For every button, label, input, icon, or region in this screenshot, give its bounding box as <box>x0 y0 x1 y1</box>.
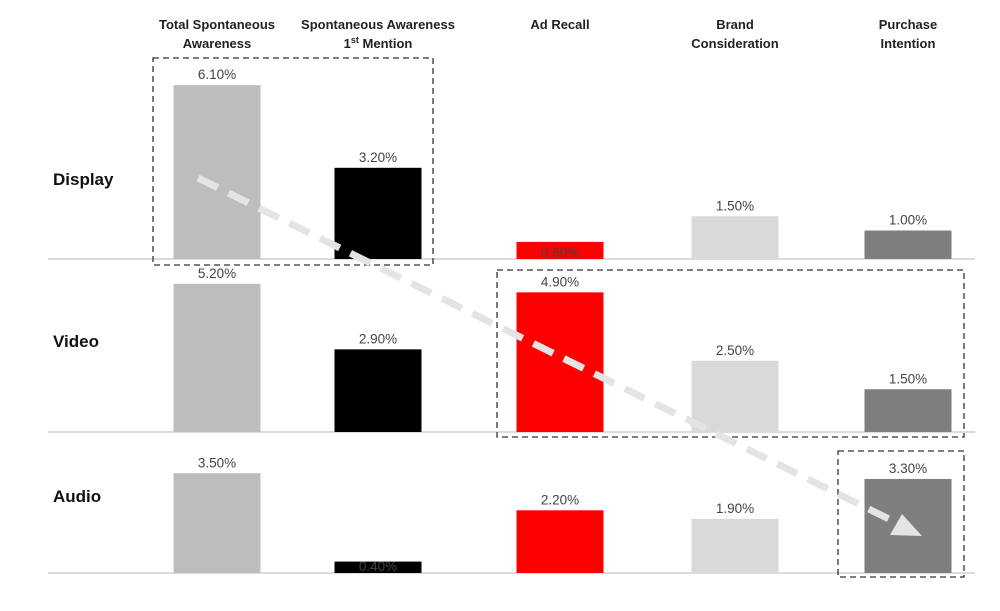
column-header-brand-consideration-line1: Brand <box>716 17 754 32</box>
bar-audio-total-spontaneous-awareness <box>173 473 261 573</box>
row-labels: Display Video Audio <box>53 170 114 506</box>
column-header-purchase-intention-line2: Intention <box>881 36 936 51</box>
highlight-box-video <box>496 269 965 438</box>
bar-video-ad-recall <box>516 292 604 432</box>
column-header-ad-recall-line1: Ad Recall <box>530 17 589 32</box>
value-label-video-spontaneous-awareness-1st-mention: 2.90% <box>359 331 397 346</box>
bar-display-brand-consideration <box>691 216 779 259</box>
column-header-spontaneous-awareness-1st-mention-line1: Spontaneous Awareness <box>301 17 455 32</box>
column-header-total-spontaneous-awareness-line2: Awareness <box>183 36 251 51</box>
bar-display-purchase-intention <box>864 230 952 259</box>
value-label-audio-purchase-intention: 3.30% <box>889 461 927 476</box>
highlight-box-display <box>152 57 434 266</box>
bars <box>173 85 952 573</box>
row-label-video: Video <box>53 332 99 351</box>
bar-display-total-spontaneous-awareness <box>173 85 261 260</box>
value-label-audio-ad-recall: 2.20% <box>541 492 579 507</box>
row-label-audio: Audio <box>53 487 101 506</box>
bar-audio-ad-recall <box>516 510 604 573</box>
value-label-audio-spontaneous-awareness-1st-mention: 0.40% <box>359 559 397 574</box>
value-label-audio-total-spontaneous-awareness: 3.50% <box>198 455 236 470</box>
bar-display-ad-recall <box>516 241 604 259</box>
highlight-boxes <box>152 57 965 578</box>
highlight-box-audio <box>837 450 965 578</box>
value-label-video-total-spontaneous-awareness: 5.20% <box>198 266 236 281</box>
value-labels: 6.10% 3.20% 0.60% 1.50% 1.00% 5.20% 2.90% 4.90%… <box>198 67 927 574</box>
value-label-display-brand-consideration: 1.50% <box>716 198 754 213</box>
value-label-video-purchase-intention: 1.50% <box>889 371 927 386</box>
bar-video-brand-consideration <box>691 360 779 432</box>
column-headers: Total Spontaneous Awareness Spontaneous Aw… <box>159 17 937 51</box>
value-label-video-brand-consideration: 2.50% <box>716 343 754 358</box>
value-label-audio-brand-consideration: 1.90% <box>716 501 754 516</box>
value-label-display-spontaneous-awareness-1st-mention: 3.20% <box>359 150 397 165</box>
value-label-video-ad-recall: 4.90% <box>541 274 579 289</box>
bar-audio-spontaneous-awareness-1st-mention <box>334 561 422 573</box>
row-label-display: Display <box>53 170 114 189</box>
column-header-purchase-intention-line1: Purchase <box>879 17 938 32</box>
bar-video-spontaneous-awareness-1st-mention <box>334 349 422 432</box>
column-header-total-spontaneous-awareness-line1: Total Spontaneous <box>159 17 275 32</box>
column-header-brand-consideration-line2: Consideration <box>691 36 778 51</box>
bar-display-spontaneous-awareness-1st-mention <box>334 167 422 259</box>
bar-video-purchase-intention <box>864 389 952 432</box>
bar-audio-brand-consideration <box>691 518 779 573</box>
column-header-spontaneous-awareness-1st-mention-line2: 1st Mention <box>344 35 413 51</box>
value-label-display-total-spontaneous-awareness: 6.10% <box>198 67 236 82</box>
trend-arrow <box>196 174 922 536</box>
bar-video-total-spontaneous-awareness <box>173 283 261 432</box>
value-label-display-purchase-intention: 1.00% <box>889 213 927 228</box>
trend-arrow-head <box>890 514 922 536</box>
value-label-display-ad-recall: 0.60% <box>541 245 579 260</box>
trend-arrow-shaft <box>196 174 897 526</box>
